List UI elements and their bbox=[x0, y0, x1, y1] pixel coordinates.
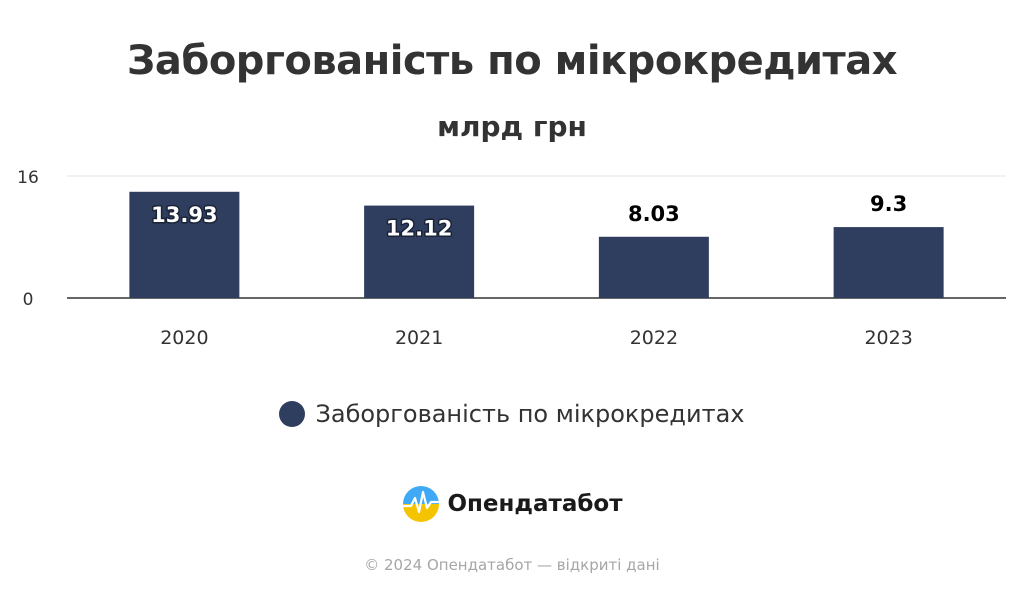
bar[interactable] bbox=[129, 191, 240, 298]
footer-copyright: © 2024 Опендатабот — відкриті дані bbox=[364, 556, 660, 574]
legend-label: Заборгованість по мікрокредитах bbox=[315, 400, 745, 428]
x-tick-label: 2022 bbox=[630, 327, 678, 349]
legend-marker bbox=[279, 401, 306, 427]
brand-name: Опендатабот bbox=[447, 491, 623, 517]
data-label: 9.3 bbox=[870, 192, 907, 216]
chart-title: Заборгованість по мікрокредитах bbox=[126, 38, 898, 84]
bar[interactable] bbox=[364, 205, 475, 298]
data-label: 13.93 bbox=[151, 203, 217, 227]
opendatabot-logo-icon bbox=[403, 486, 440, 522]
chart-subtitle: млрд грн bbox=[437, 110, 587, 143]
bar[interactable] bbox=[833, 227, 944, 298]
legend[interactable]: Заборгованість по мікрокредитах bbox=[0, 400, 1024, 428]
data-label: 12.12 bbox=[386, 217, 452, 241]
bar[interactable] bbox=[598, 236, 709, 298]
x-tick-label: 2020 bbox=[160, 327, 208, 349]
x-tick-label: 2023 bbox=[864, 327, 912, 349]
y-tick-label: 16 bbox=[17, 168, 39, 188]
bar-chart: 0 16 13.93 2020 12.12 2021 8.03 2022 9.3 2023 bbox=[17, 168, 1006, 349]
x-tick-label: 2021 bbox=[395, 327, 443, 349]
brand: Опендатабот bbox=[0, 484, 1024, 524]
data-label: 8.03 bbox=[628, 202, 680, 226]
y-tick-label: 0 bbox=[23, 290, 34, 310]
